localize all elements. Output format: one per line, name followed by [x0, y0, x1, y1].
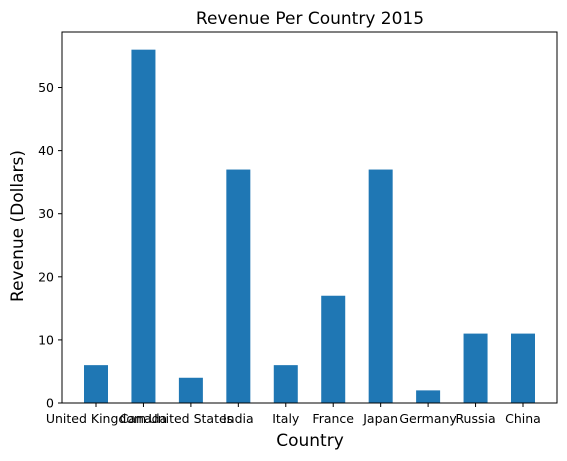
chart-title: Revenue Per Country 2015 [196, 9, 424, 29]
y-ticks-group: 0 10 20 30 40 50 [38, 80, 62, 411]
bar-germany [416, 390, 441, 403]
x-tick-label-france: France [312, 411, 354, 426]
y-tick-label-30: 30 [38, 206, 54, 221]
x-tick-label-italy: Italy [272, 411, 300, 426]
x-tick-label-russia: Russia [455, 411, 495, 426]
x-tick-label-united-states: United States [149, 411, 234, 426]
bar-united-kingdom [84, 365, 108, 403]
x-tick-label-germany: Germany [399, 411, 457, 426]
plot-frame [61, 31, 558, 404]
x-tick-label-japan: Japan [362, 411, 398, 426]
bar-japan [368, 169, 393, 403]
bar-united-states [178, 377, 203, 403]
y-tick-label-10: 10 [38, 332, 54, 347]
bar-china [511, 333, 535, 403]
bar-india [226, 169, 251, 403]
y-tick-label-40: 40 [38, 143, 54, 158]
bar-france [321, 295, 346, 403]
x-tick-label-canada: Canada [120, 411, 168, 426]
bar-italy [273, 365, 298, 403]
bars-group [84, 49, 535, 404]
x-axis-label: Country [276, 431, 344, 451]
y-axis-label: Revenue (Dollars) [8, 150, 28, 302]
x-tick-label-united-kingdom: United Kingdom [46, 411, 146, 426]
x-tick-label-china: China [505, 411, 541, 426]
y-tick-label-50: 50 [38, 80, 54, 95]
x-tick-label-india: India [223, 411, 254, 426]
bar-canada [131, 49, 156, 404]
y-tick-label-0: 0 [46, 396, 54, 411]
y-tick-label-20: 20 [38, 269, 54, 284]
bar-russia [463, 333, 488, 403]
